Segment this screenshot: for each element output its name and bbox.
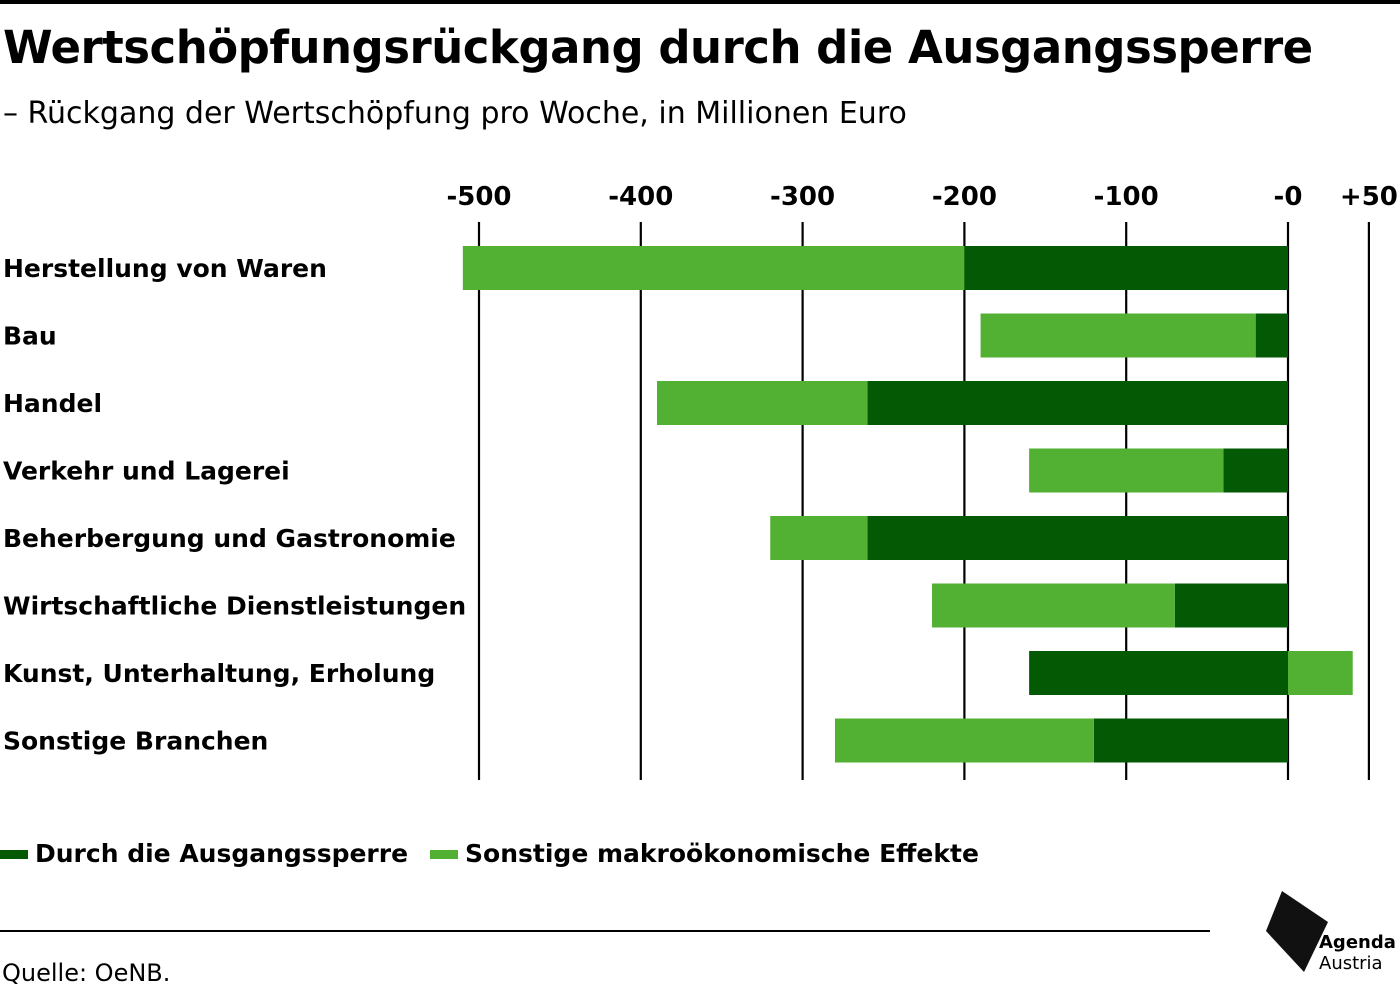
legend-label-other-effects: Sonstige makroökonomische Effekte [465,839,979,868]
x-tick-label: -100 [1094,182,1159,212]
bar-lockdown [964,246,1288,290]
chart-subtitle: – Rückgang der Wertschöpfung pro Woche, … [3,96,907,131]
legend: Durch die Ausgangssperre Sonstige makroö… [0,834,1001,874]
bar-other-effects [980,313,1256,358]
category-label: Verkehr und Lagerei [3,457,290,486]
bar-lockdown [1093,718,1288,763]
x-tick-label: -200 [932,182,997,212]
category-labels: Herstellung von Waren Bau Handel Verkehr un… [3,254,466,756]
agenda-austria-logo: Agenda Austria [1262,888,1400,983]
bar-chart: -500 -400 -300 -200 -100 -0 +50 Herstellung vo… [3,182,1398,780]
bar-lockdown [867,381,1288,425]
category-label: Wirtschaftliche Dienstleistungen [3,592,466,621]
bar-lockdown [1223,448,1288,493]
legend-item-lockdown: Durch die Ausgangssperre [0,834,408,874]
bar-other-effects [932,583,1175,628]
x-tick-label: -300 [770,182,835,212]
category-label: Beherbergung und Gastronomie [3,524,456,553]
bar-lockdown [1174,583,1288,628]
x-tick-label: -400 [608,182,673,212]
legend-label-lockdown: Durch die Ausgangssperre [35,839,409,868]
bars [462,246,1353,763]
bar-lockdown [1029,651,1288,695]
category-label: Herstellung von Waren [3,254,327,283]
bar-other-effects [1288,651,1353,695]
category-label: Kunst, Unterhaltung, Erholung [3,659,435,688]
bar-other-effects [1029,448,1224,493]
logo-line-2: Austria [1319,953,1383,974]
x-tick-label: -0 [1274,182,1303,212]
x-axis-tick-labels: -500 -400 -300 -200 -100 -0 +50 [446,182,1397,212]
legend-item-other-effects: Sonstige makroökonomische Effekte [430,834,979,874]
logo-line-1: Agenda [1319,932,1396,953]
bar-lockdown [867,516,1288,560]
legend-swatch-lockdown [0,849,28,859]
x-tick-label: -500 [446,182,511,212]
logo-mark-icon [1266,891,1328,972]
chart-title: Wertschöpfungsrückgang durch die Ausgang… [3,21,1313,74]
top-rule [0,0,1400,4]
legend-swatch-other-effects [430,849,459,859]
bar-other-effects [462,246,965,290]
grid-lines [477,222,1371,780]
x-tick-label: +50 [1340,182,1398,212]
logo-text: Agenda Austria [1319,932,1396,974]
bar-other-effects [656,381,868,425]
category-label: Bau [3,322,57,351]
source-note: Quelle: OeNB. [2,959,171,987]
category-label: Sonstige Branchen [3,727,268,756]
bottom-rule [0,930,1210,932]
category-label: Handel [3,389,102,418]
bar-other-effects [834,718,1094,763]
bar-other-effects [770,516,868,560]
bar-lockdown [1255,313,1288,358]
